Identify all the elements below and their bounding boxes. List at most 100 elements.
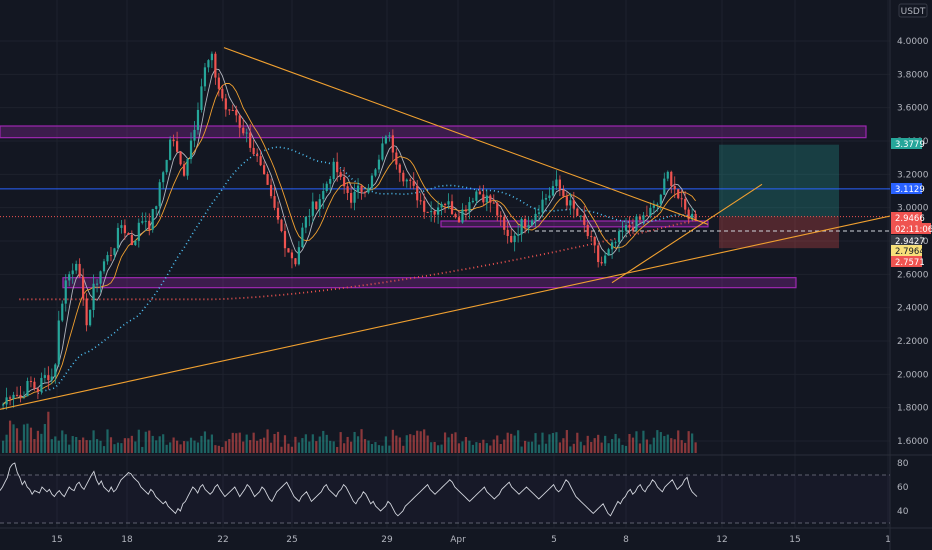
volume-bar (12, 424, 15, 453)
candle-body (649, 207, 652, 216)
volume-bar (276, 431, 280, 453)
price-tag-label: 2.7571 (895, 258, 925, 268)
candle-body (405, 179, 408, 182)
volume-bar (555, 432, 558, 453)
time-tick-label: 12 (716, 535, 727, 545)
volume-bar (43, 424, 46, 453)
volume-bar (36, 430, 39, 453)
volume-bar (673, 439, 676, 453)
volume-bar (586, 435, 589, 453)
volume-bar (579, 441, 582, 453)
candle-body (454, 214, 457, 218)
volume-bar (68, 444, 71, 453)
candle-body (579, 215, 582, 217)
candle-body (322, 190, 325, 200)
volume-bar (684, 442, 687, 453)
candles (2, 51, 697, 410)
long-position-tool[interactable] (719, 144, 839, 249)
volume-bar (290, 446, 294, 453)
volume-bar (269, 442, 273, 453)
candle-body (43, 375, 46, 378)
volume-bar (513, 435, 516, 453)
volume-bar (106, 429, 109, 453)
volume-bar (537, 444, 541, 453)
volume-bar (443, 432, 447, 453)
candle-body (252, 147, 255, 155)
volume-bar (663, 436, 666, 453)
trendline-short (611, 183, 763, 284)
volume-bar (551, 432, 555, 453)
volume-bar (47, 411, 50, 453)
price-tag-box (891, 256, 922, 267)
volume-bar (360, 429, 363, 453)
volume-bar (249, 440, 252, 453)
volume-bar (252, 432, 255, 453)
candle-body (214, 53, 217, 78)
volume-bar (593, 438, 596, 453)
volume-bar (402, 445, 405, 453)
time-tick-label: 22 (217, 535, 228, 545)
volume-bar (203, 431, 207, 453)
volume-bar (75, 436, 78, 453)
candle-body (527, 225, 530, 228)
candle-body (162, 172, 165, 183)
candle-body (684, 198, 687, 210)
volume-bar (691, 433, 694, 453)
candle-body (89, 310, 92, 326)
candle-body (273, 196, 276, 208)
candle-body (586, 224, 589, 237)
candle-body (656, 204, 659, 206)
volume-bar (217, 445, 220, 453)
volume-bar (144, 431, 147, 453)
candle-body (506, 229, 509, 237)
volume-bar (315, 441, 318, 453)
volume-bar (541, 432, 544, 453)
candle-body (36, 388, 39, 392)
volume-bar (89, 440, 92, 453)
candle-body (238, 115, 241, 128)
candle-body (478, 191, 481, 195)
volume-bar (179, 444, 182, 453)
volume-bar (558, 442, 561, 453)
volume-bar (377, 445, 381, 453)
price-tick-label: 3.6000 (897, 104, 929, 114)
zone-resistance (0, 125, 867, 139)
volume-bar (423, 429, 426, 453)
volume-bar (325, 434, 328, 453)
volume-bar (363, 439, 367, 453)
candle-body (367, 187, 370, 193)
candle-body (47, 375, 50, 381)
candle-body (416, 185, 419, 201)
candle-body (530, 220, 534, 226)
price-tag-box (891, 183, 922, 194)
volume-bar (304, 434, 307, 453)
candle-body (624, 225, 628, 231)
volume-bar (430, 442, 433, 453)
candle-body (398, 164, 401, 173)
volume-bar (384, 436, 387, 453)
volume-bar (54, 436, 57, 453)
volume-bar (464, 437, 468, 453)
time-tick-label: 18 (121, 535, 133, 545)
volume-bar (137, 429, 140, 453)
candle-body (210, 53, 213, 61)
candle-body (600, 262, 603, 264)
volume-bar (499, 443, 502, 453)
time-axis[interactable]: 15 18 22 25 29 Apr 5 8 12 15 1 (51, 535, 891, 545)
candle-body (461, 209, 464, 223)
candle-body (12, 394, 15, 399)
price-tag-box (891, 235, 922, 246)
price-tick-label: 4.0000 (897, 37, 929, 47)
rsi-pane: 80 60 40 (0, 459, 909, 524)
candle-body (123, 225, 126, 234)
candle-body (558, 179, 561, 190)
trendlines[interactable] (0, 47, 890, 410)
candle-body (402, 172, 405, 182)
volume-bar (426, 435, 429, 453)
volume-bar (273, 433, 276, 453)
candle-body (137, 222, 140, 241)
candle-body (457, 217, 461, 223)
volume-bar (631, 437, 635, 453)
volume-bar (318, 436, 321, 453)
